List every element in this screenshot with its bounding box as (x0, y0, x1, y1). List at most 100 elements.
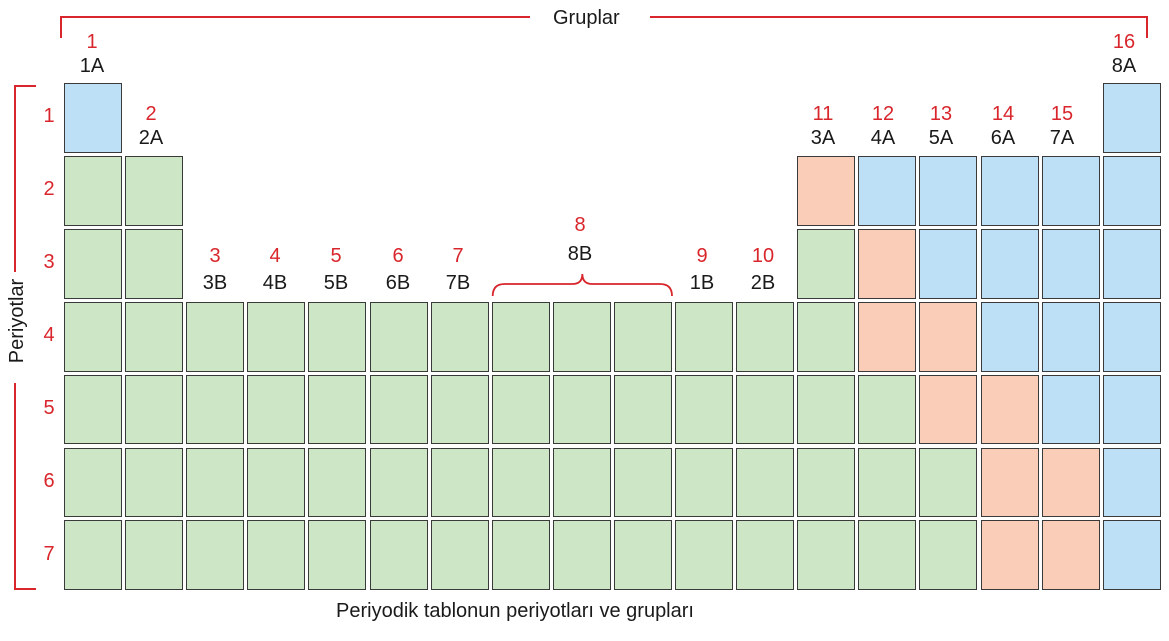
group-number-label: 11 (812, 103, 834, 125)
element-cell (64, 155, 123, 226)
group-ab-label: 1B (689, 272, 715, 294)
element-cell (1102, 447, 1161, 518)
element-cell (919, 155, 978, 226)
caption: Periyodik tablonun periyotları ve grupla… (336, 600, 694, 622)
element-cell (308, 374, 367, 445)
element-cell (125, 374, 184, 445)
element-cell (308, 520, 367, 591)
element-cell (797, 447, 856, 518)
group-ab-label: 4A (870, 127, 896, 149)
element-cell (369, 374, 428, 445)
group-number-label: 8 (574, 214, 586, 236)
period-number-label: 4 (43, 324, 55, 347)
element-cell (552, 374, 611, 445)
element-cell (1041, 520, 1100, 591)
element-cell (797, 155, 856, 226)
element-cell (675, 374, 734, 445)
group-ab-label: 6B (385, 272, 411, 294)
element-cell (797, 228, 856, 299)
group-number-label: 6 (392, 245, 404, 267)
group-number-label: 4 (269, 245, 281, 267)
element-cell (1102, 228, 1161, 299)
period-number-label: 5 (43, 397, 55, 420)
group-ab-label: 7A (1049, 127, 1075, 149)
element-cell (1041, 301, 1100, 372)
element-cell (736, 374, 795, 445)
group-ab-label: 2A (138, 127, 164, 149)
element-cell (430, 447, 489, 518)
element-cell (613, 520, 672, 591)
element-cell (1102, 83, 1161, 153)
element-cell (858, 520, 917, 591)
element-cell (613, 301, 672, 372)
element-cell (919, 301, 978, 372)
element-cell (675, 301, 734, 372)
group-number-label: 1 (86, 31, 98, 53)
periods-bracket-top (14, 85, 36, 272)
groups-title: Gruplar (553, 7, 620, 29)
group-number-label: 12 (871, 103, 895, 125)
element-cell (552, 301, 611, 372)
group-number-label: 7 (452, 245, 464, 267)
element-cell (919, 374, 978, 445)
group-ab-label: 3A (810, 127, 836, 149)
group-number-label: 16 (1112, 31, 1136, 53)
element-cell (980, 520, 1039, 591)
element-cell (308, 447, 367, 518)
element-cell (369, 520, 428, 591)
group-8-brace (491, 273, 673, 297)
element-cell (64, 83, 123, 153)
periods-title: Periyotlar (6, 278, 28, 364)
element-cell (64, 228, 123, 299)
period-number-label: 7 (43, 542, 55, 565)
element-cell (980, 447, 1039, 518)
element-cell (491, 374, 550, 445)
element-cell (858, 228, 917, 299)
element-cell (247, 301, 306, 372)
element-cell (980, 301, 1039, 372)
period-number-label: 6 (43, 469, 55, 492)
group-number-label: 3 (209, 245, 221, 267)
element-cell (186, 301, 245, 372)
period-number-label: 2 (43, 178, 55, 201)
element-cell (491, 520, 550, 591)
group-number-label: 9 (696, 245, 708, 267)
element-cell (1041, 447, 1100, 518)
element-cell (980, 374, 1039, 445)
element-cell (675, 447, 734, 518)
element-cell (186, 520, 245, 591)
element-cell (247, 374, 306, 445)
element-cell (491, 301, 550, 372)
groups-bracket-right (650, 16, 1148, 38)
element-cell (491, 447, 550, 518)
element-cell (1102, 155, 1161, 226)
element-cell (980, 228, 1039, 299)
element-cell (125, 155, 184, 226)
element-cell (919, 447, 978, 518)
element-cell (369, 447, 428, 518)
periods-bracket-bottom (14, 383, 36, 590)
element-cell (797, 374, 856, 445)
element-cell (64, 520, 123, 591)
element-cell (125, 228, 184, 299)
element-cell (1041, 374, 1100, 445)
element-cell (1102, 374, 1161, 445)
group-ab-label: 6A (990, 127, 1016, 149)
element-cell (919, 228, 978, 299)
group-ab-label: 1A (79, 55, 105, 77)
element-cell (247, 520, 306, 591)
element-cell (430, 301, 489, 372)
element-cell (858, 155, 917, 226)
group-ab-label: 2B (750, 272, 776, 294)
element-cell (369, 301, 428, 372)
group-ab-label: 7B (445, 272, 471, 294)
group-number-label: 15 (1050, 103, 1074, 125)
element-cell (64, 374, 123, 445)
element-cell (125, 520, 184, 591)
element-cell (613, 374, 672, 445)
element-cell (980, 155, 1039, 226)
element-cell (1041, 228, 1100, 299)
element-cell (552, 520, 611, 591)
element-cell (308, 301, 367, 372)
